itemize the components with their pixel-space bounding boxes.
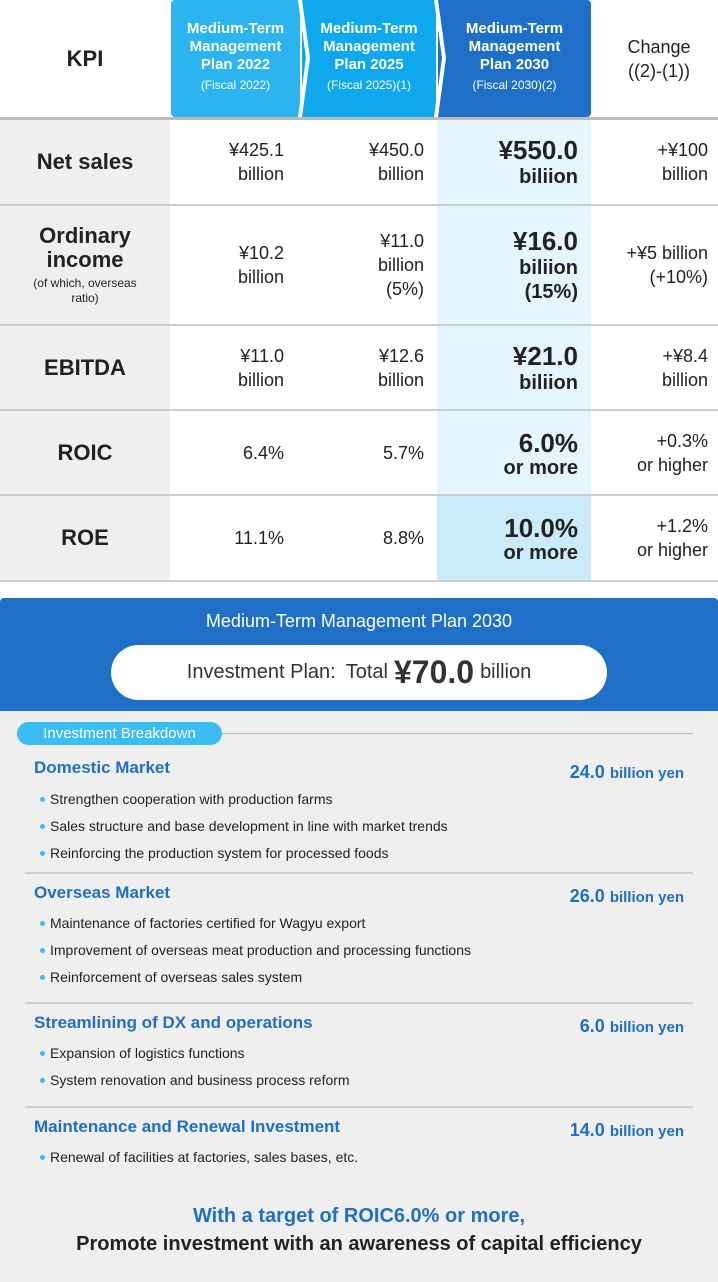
- plan-sub: (Fiscal 2022): [200, 78, 271, 92]
- section-title: Maintenance and Renewal Investment: [34, 1117, 341, 1136]
- value-2030: ¥16.0 biliion (15%): [512, 226, 578, 303]
- section-title: Domestic Market: [34, 758, 171, 777]
- header-plan-2030: Medium-Term Management Plan 2030 (Fiscal …: [438, 0, 591, 117]
- kpi-label: ROIC: [57, 439, 113, 465]
- kpi-label: EBITDA: [44, 354, 126, 380]
- chevron-arrow-icon: [434, 0, 446, 117]
- value-2022: ¥425.1 billion: [228, 140, 284, 184]
- value-2022: 6.4%: [242, 442, 284, 463]
- table-row: ROIC 6.4% 5.7% 6.0% or more +0.3% or highe…: [0, 411, 718, 496]
- list-item: Reinforcing the production system for pr…: [40, 845, 389, 861]
- change-header: Change ((2)-(1)): [627, 37, 691, 81]
- header-plan-2022: Medium-Term Management Plan 2022 (Fiscal …: [171, 0, 300, 117]
- value-change: +¥5 billion (+10%): [626, 243, 708, 287]
- header-divider: [0, 117, 718, 120]
- plan-2030-roe-bg: [437, 495, 591, 581]
- value-2030: ¥21.0 biliion: [512, 340, 578, 394]
- pill-amount: ¥70.0: [393, 654, 475, 690]
- value-change: +¥8.4 billion: [661, 345, 708, 390]
- plan-sub: (Fiscal 2025)(1): [326, 78, 412, 92]
- chevron-arrow-icon: [298, 0, 310, 117]
- value-change: +0.3% or higher: [636, 430, 708, 475]
- header-plan-2025: Medium-Term Management Plan 2025 (Fiscal …: [302, 0, 436, 117]
- table-row: EBITDA ¥11.0 billion ¥12.6 billion ¥21.0 bi…: [0, 326, 718, 411]
- section-title: Streamlining of DX and operations: [34, 1013, 313, 1032]
- list-item: Improvement of overseas meat production …: [39, 942, 472, 958]
- plan-body: [0, 711, 718, 1282]
- list-item: Expansion of logistics functions: [40, 1045, 245, 1061]
- plan-sub: (Fiscal 2030)(2): [472, 78, 557, 92]
- list-item: Maintenance of factories certified for W…: [39, 915, 366, 931]
- list-item: System renovation and business process r…: [40, 1072, 350, 1088]
- plan-title: Medium-Term Management Plan 2030: [205, 611, 513, 631]
- investment-total-pill: Investment Plan: Total ¥70.0 billion: [111, 645, 607, 700]
- value-2025: ¥450.0 billion: [368, 140, 424, 184]
- value-2025: 5.7%: [382, 442, 424, 463]
- plan-title: Medium-Term Management Plan 2030: [465, 20, 564, 73]
- breakdown-badge: Investment Breakdown: [17, 722, 222, 745]
- kpi-column-bg: [0, 120, 170, 581]
- divider: [25, 872, 693, 874]
- plan-title: Medium-Term Management Plan 2025: [320, 20, 418, 73]
- kpi-label: ROE: [61, 525, 109, 550]
- table-row: Net sales ¥425.1 billion ¥450.0 billion ¥5…: [0, 120, 718, 206]
- value-2025: ¥11.0 billion (5%): [377, 231, 424, 299]
- section-title: Overseas Market: [34, 883, 171, 902]
- divider: [25, 1002, 693, 1004]
- footer-target: With a target of ROIC6.0% or more,: [192, 1205, 526, 1227]
- plan-2030-column-bg: [437, 120, 591, 495]
- section-amount: 24.0 billion yen: [569, 762, 684, 782]
- section-amount: 14.0 billion yen: [569, 1120, 684, 1140]
- value-2025: ¥12.6 billion: [377, 345, 424, 390]
- table-row: ROE 11.1% 8.8% 10.0% or more +1.2% or high…: [0, 496, 718, 582]
- list-item: Strengthen cooperation with production f…: [40, 791, 333, 807]
- pill-label: Investment Plan:: [186, 661, 336, 683]
- value-2022: ¥10.2 billion: [237, 243, 284, 287]
- value-2022: 11.1%: [234, 528, 284, 548]
- value-change: +¥100 billion: [657, 140, 708, 184]
- value-2030: 10.0% or more: [503, 513, 578, 564]
- value-2030: ¥550.0 biliion: [498, 135, 578, 188]
- list-item: Reinforcement of overseas sales system: [39, 969, 303, 985]
- section-amount: 6.0 billion yen: [579, 1016, 684, 1036]
- value-2025: 8.8%: [382, 528, 424, 548]
- kpi-header: KPI: [66, 45, 104, 71]
- kpi-label: Ordinary income (of which, overseas ratio…: [33, 223, 137, 306]
- plan-title: Medium-Term Management Plan 2022: [186, 20, 285, 73]
- list-item: Renewal of facilities at factories, sale…: [39, 1149, 359, 1165]
- pill-unit: billion: [480, 661, 532, 683]
- value-change: +1.2% or higher: [636, 516, 708, 560]
- table-row: Ordinary income (of which, overseas ratio…: [0, 206, 718, 326]
- breakdown-line: [200, 733, 693, 734]
- pill-total: Total: [345, 661, 388, 683]
- section-amount: 26.0 billion yen: [569, 886, 684, 906]
- value-2022: ¥11.0 billion: [237, 345, 284, 390]
- value-2030: 6.0% or more: [503, 427, 578, 479]
- kpi-label: Net sales: [36, 149, 134, 174]
- divider: [25, 1106, 693, 1108]
- list-item: Sales structure and base development in …: [40, 818, 448, 834]
- footer-message: Promote investment with an awareness of …: [76, 1233, 642, 1255]
